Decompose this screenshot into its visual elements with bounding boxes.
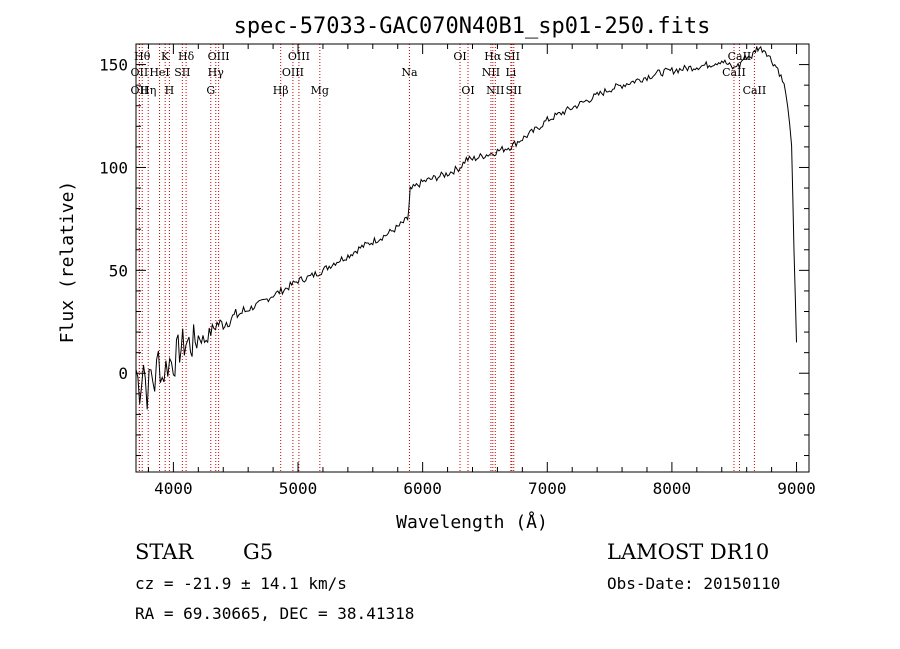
- x-tick-label-3: 7000: [528, 479, 567, 498]
- x-axis-label: Wavelength (Å): [396, 511, 548, 533]
- line-label-19: NII: [482, 66, 500, 79]
- line-label-24: SII: [506, 84, 522, 97]
- chart-title: spec-57033-GAC070N40B1_sp01-250.fits: [234, 14, 711, 39]
- line-label-11: OIII: [208, 50, 230, 63]
- line-label-27: CaII: [743, 84, 767, 97]
- spectrum-series: [135, 45, 797, 410]
- line-label-6: H: [165, 84, 175, 97]
- line-label-16: Na: [401, 66, 418, 79]
- line-label-2: OII: [131, 84, 149, 97]
- x-tick-label-2: 6000: [403, 479, 442, 498]
- y-tick-label-2: 100: [99, 158, 128, 177]
- y-tick-label-1: 50: [109, 261, 128, 280]
- x-tick-label-4: 8000: [653, 479, 692, 498]
- line-label-9: G: [206, 84, 215, 97]
- line-label-17: OI: [453, 50, 466, 63]
- y-axis-label: Flux (relative): [57, 181, 78, 344]
- velocity-text: cz = -21.9 ± 14.1 km/s: [135, 574, 347, 593]
- object-subclass: G5: [243, 540, 274, 564]
- line-label-23: SII: [504, 50, 520, 63]
- obs-date-text: Obs-Date: 20150110: [607, 574, 781, 593]
- line-label-1: OII: [131, 66, 149, 79]
- line-label-20: Hα: [484, 50, 502, 63]
- x-tick-label-0: 4000: [154, 479, 193, 498]
- y-tick-label-0: 0: [118, 364, 128, 383]
- plot-frame: [135, 43, 810, 473]
- line-label-3: Hη: [140, 84, 156, 97]
- x-axis-ticks: 4000 5000 6000 7000 8000 9000: [147, 44, 816, 498]
- coordinates-text: RA = 69.30665, DEC = 38.41318: [135, 604, 415, 623]
- line-label-15: Mg: [311, 84, 329, 97]
- line-label-7: SII: [174, 66, 190, 79]
- line-label-12: Hβ: [273, 84, 289, 97]
- line-label-4: HeI: [149, 66, 169, 79]
- line-label-25: CaII: [722, 66, 746, 79]
- line-label-8: Hδ: [178, 50, 195, 63]
- spectral-line-labels: HθOIIOIIHηHeIKHSIIHδGHγOIIIHβOIIIOIIIMgN…: [131, 50, 767, 97]
- line-label-26: CaII: [728, 50, 752, 63]
- y-tick-label-3: 150: [99, 56, 128, 75]
- y-axis-ticks: 0 50 100 150: [99, 43, 809, 457]
- line-label-13: OIII: [282, 66, 304, 79]
- spectrum-line: [135, 45, 797, 410]
- line-label-10: Hγ: [208, 66, 225, 79]
- x-tick-label-5: 9000: [777, 479, 816, 498]
- x-tick-label-1: 5000: [279, 479, 318, 498]
- line-label-18: OI: [461, 84, 474, 97]
- spectral-line-markers: [138, 44, 755, 472]
- line-label-14: OIII: [288, 50, 310, 63]
- object-class: STAR: [135, 540, 194, 564]
- line-label-5: K: [161, 50, 170, 63]
- line-label-21: NII: [486, 84, 504, 97]
- survey-name: LAMOST DR10: [607, 540, 770, 564]
- line-label-22: Li: [505, 66, 516, 79]
- line-label-0: Hθ: [134, 50, 151, 63]
